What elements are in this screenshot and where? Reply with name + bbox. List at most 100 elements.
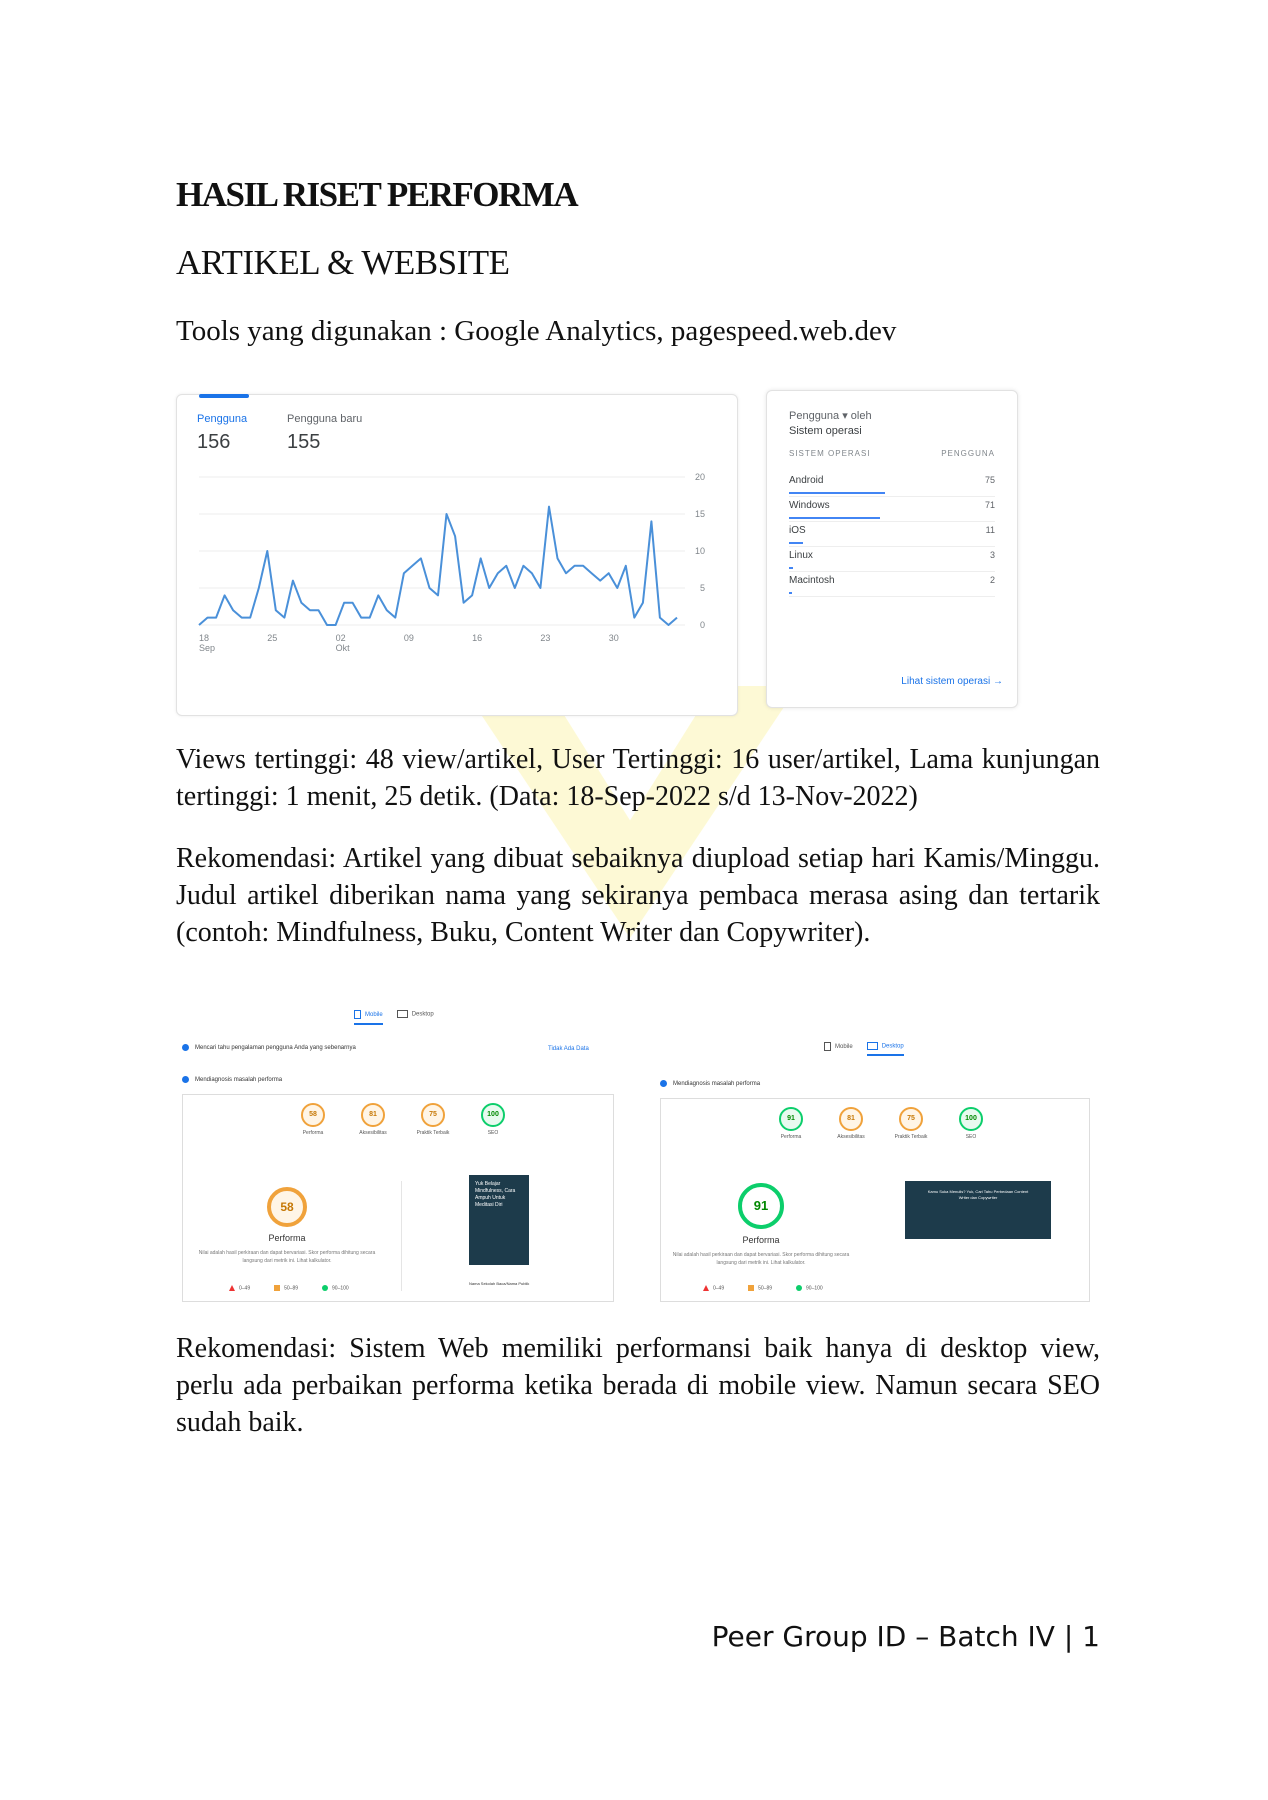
os-row-name: Android bbox=[789, 475, 824, 486]
triangle-icon bbox=[703, 1285, 709, 1291]
metric-users-value: 156 bbox=[197, 431, 231, 453]
y-tick-label: 5 bbox=[700, 583, 705, 593]
metric-new-users: Pengguna baru 155 bbox=[287, 413, 362, 454]
os-row-name: Linux bbox=[789, 550, 813, 561]
info-icon bbox=[182, 1044, 189, 1051]
score-gauge: 75 Praktik Terbaik bbox=[415, 1103, 451, 1136]
users-series-line bbox=[198, 505, 678, 626]
os-row-value: 3 bbox=[989, 550, 995, 560]
mobile-icon bbox=[354, 1010, 361, 1019]
square-icon bbox=[748, 1285, 755, 1291]
analytics-users-card: Pengguna 156 Pengguna baru 155 0 5 10 15 20 1… bbox=[176, 394, 738, 716]
scores-panel: 58 Performa 81 Aksesibilitas 75 Praktik Terba… bbox=[182, 1094, 614, 1302]
thumbnail-caption: Nama Sekolah Baca/Nama Publik bbox=[469, 1281, 530, 1286]
score-gauges: 58 Performa 81 Aksesibilitas 75 Praktik Terba… bbox=[295, 1103, 511, 1136]
performance-big-label: Performa bbox=[742, 1235, 780, 1245]
x-tick-label: 16 bbox=[472, 633, 482, 643]
legend-average: 50–89 bbox=[274, 1285, 298, 1291]
page-thumbnail: Kamu Suka Menulis? Yuk, Cari Tahu Perbed… bbox=[905, 1181, 1051, 1239]
metric-new-users-label: Pengguna baru bbox=[287, 413, 363, 425]
os-col-name: SISTEM OPERASI bbox=[789, 449, 871, 458]
score-value: 81 bbox=[361, 1103, 385, 1127]
diagnose-line: Mendiagnosis masalah performa bbox=[660, 1080, 760, 1087]
legend-pass: 90–100 bbox=[796, 1285, 823, 1291]
scores-panel: 91 Performa 81 Aksesibilitas 75 Praktik Terba… bbox=[660, 1098, 1090, 1302]
real-users-line: Mencari tahu pengalaman pengguna Anda ya… bbox=[182, 1044, 356, 1051]
score-value: 100 bbox=[959, 1107, 983, 1131]
os-row-bar bbox=[789, 517, 880, 519]
score-label: SEO bbox=[487, 1130, 499, 1136]
score-value: 75 bbox=[899, 1107, 923, 1131]
diagnose-line: Mendiagnosis masalah performa bbox=[182, 1076, 282, 1083]
tab-mobile[interactable]: Mobile bbox=[824, 1042, 853, 1056]
tab-desktop[interactable]: Desktop bbox=[396, 1010, 434, 1025]
paragraph-stats: Views tertinggi: 48 view/artikel, User T… bbox=[176, 744, 1100, 812]
tab-desktop[interactable]: Desktop bbox=[866, 1042, 904, 1056]
page-subtitle: ARTIKEL & WEBSITE bbox=[176, 243, 510, 282]
score-value: 58 bbox=[301, 1103, 325, 1127]
y-tick-label: 10 bbox=[695, 546, 705, 556]
circle-icon bbox=[322, 1285, 329, 1291]
view-os-link[interactable]: Lihat sistem operasi → bbox=[901, 676, 1003, 687]
score-gauge: 81 Aksesibilitas bbox=[355, 1103, 391, 1136]
watermark-logo bbox=[462, 686, 798, 938]
os-row-bar bbox=[789, 592, 792, 594]
os-row-value: 11 bbox=[985, 525, 995, 535]
legend-fail: 0–49 bbox=[229, 1285, 250, 1291]
os-users-card: Pengguna ▾ oleh Sistem operasi SISTEM OP… bbox=[766, 390, 1018, 708]
os-card-title: Pengguna ▾ oleh Sistem operasi bbox=[789, 409, 872, 439]
y-tick-label: 20 bbox=[695, 472, 705, 482]
x-tick-label: 02 Okt bbox=[336, 633, 351, 653]
score-label: Praktik Terbaik bbox=[894, 1134, 928, 1140]
os-row: Windows 71 bbox=[789, 496, 995, 522]
legend-average: 50–89 bbox=[748, 1285, 772, 1291]
score-value: 91 bbox=[779, 1107, 803, 1131]
divider bbox=[401, 1181, 402, 1291]
y-tick-label: 0 bbox=[700, 620, 705, 630]
x-tick-label: 18 Sep bbox=[199, 633, 215, 653]
paragraph-recommendation-web: Rekomendasi: Sistem Web memiliki perform… bbox=[176, 1333, 1100, 1438]
metric-new-users-value: 155 bbox=[287, 431, 321, 453]
score-gauge: 91 Performa bbox=[773, 1107, 809, 1140]
os-row-value: 71 bbox=[984, 500, 995, 510]
score-label: Performa bbox=[780, 1134, 802, 1140]
os-row: iOS 11 bbox=[789, 521, 995, 547]
page-title: HASIL RISET PERFORMA bbox=[176, 175, 579, 214]
os-row-bar bbox=[789, 567, 793, 569]
os-card-title-line1: Pengguna ▾ oleh bbox=[789, 410, 872, 422]
os-table-header: SISTEM OPERASI PENGGUNA bbox=[789, 449, 995, 458]
performance-big-score: 58 bbox=[267, 1187, 307, 1227]
check-icon bbox=[660, 1080, 667, 1087]
page-thumbnail: Yuk Belajar Mindfulness, Cara Ampuh Untu… bbox=[469, 1175, 529, 1265]
score-gauge: 58 Performa bbox=[295, 1103, 331, 1136]
y-tick-label: 15 bbox=[695, 509, 705, 519]
os-row-bar bbox=[789, 542, 804, 544]
performance-summary: 91 Performa Nilai adalah hasil perkiraan… bbox=[671, 1183, 851, 1267]
x-tick-label: 30 bbox=[609, 633, 619, 643]
legend-fail: 0–49 bbox=[703, 1285, 724, 1291]
score-label: Praktik Terbaik bbox=[416, 1130, 450, 1136]
check-icon bbox=[182, 1076, 189, 1083]
score-gauge: 75 Praktik Terbaik bbox=[893, 1107, 929, 1140]
score-gauge: 100 SEO bbox=[475, 1103, 511, 1136]
score-gauge: 100 SEO bbox=[953, 1107, 989, 1140]
score-label: Aksesibilitas bbox=[359, 1130, 387, 1136]
os-row-value: 2 bbox=[989, 575, 995, 585]
score-label: SEO bbox=[965, 1134, 977, 1140]
x-tick-label: 23 bbox=[540, 633, 550, 643]
performance-big-label: Performa bbox=[268, 1233, 306, 1243]
triangle-icon bbox=[229, 1285, 235, 1291]
x-tick-label: 25 bbox=[267, 633, 277, 643]
no-data-link[interactable]: Tidak Ada Data bbox=[548, 1046, 589, 1052]
os-row-name: iOS bbox=[789, 525, 806, 536]
metric-users-label: Pengguna bbox=[197, 413, 248, 425]
tab-mobile[interactable]: Mobile bbox=[354, 1010, 383, 1025]
tools-line: Tools yang digunakan : Google Analytics,… bbox=[176, 315, 897, 347]
device-tabs: Mobile Desktop bbox=[354, 1010, 434, 1025]
os-row-name: Macintosh bbox=[789, 575, 835, 586]
x-tick-label: 09 bbox=[404, 633, 414, 643]
users-line-chart: 0 5 10 15 20 18 Sep 25 02 Okt 09 16 23 30 bbox=[198, 472, 705, 653]
active-tab-indicator bbox=[199, 394, 249, 398]
score-value: 100 bbox=[481, 1103, 505, 1127]
circle-icon bbox=[796, 1285, 803, 1291]
